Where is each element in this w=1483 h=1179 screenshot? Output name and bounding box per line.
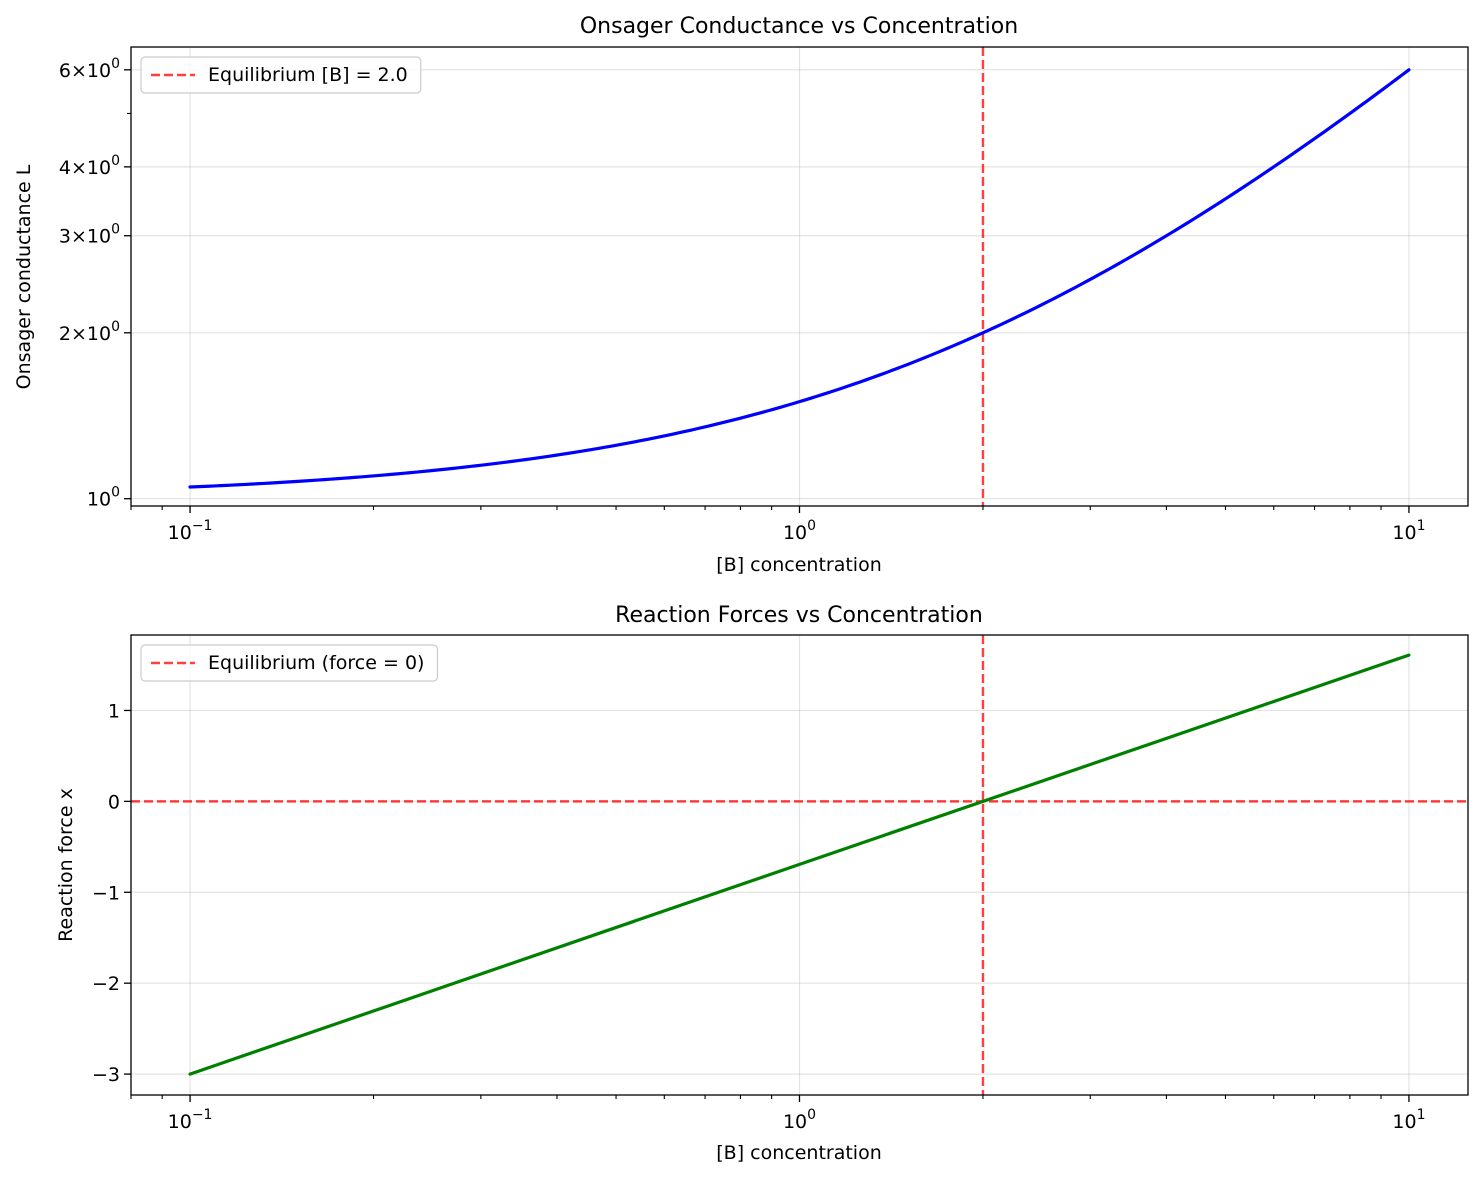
forces-y-tick-label: −2 <box>92 973 120 995</box>
forces-x-tick-exponent: 0 <box>807 1107 816 1123</box>
conductance-y-tick-label: 100 <box>87 485 120 511</box>
conductance-legend-label: Equilibrium [B] = 2.0 <box>208 64 408 86</box>
forces-x-tick-label: 10−1 <box>168 1107 213 1133</box>
conductance-x-tick-exponent: 0 <box>807 518 816 534</box>
conductance-y-tick-exponent: 0 <box>111 222 120 238</box>
conductance-x-tick-label: 10−1 <box>168 518 213 544</box>
conductance-plot-frame <box>130 46 1469 507</box>
conductance-x-tick-base: 10 <box>783 522 807 544</box>
conductance-y-tick-label: 6×100 <box>59 56 120 82</box>
conductance-y-tick-label: 2×100 <box>59 319 120 345</box>
forces-x-ticks: 10−1 100 101 <box>130 1095 1425 1133</box>
conductance-y-tick-base: 10 <box>87 157 111 179</box>
conductance-x-ticks: 10−1 100 101 <box>130 506 1425 544</box>
forces-plot-frame <box>130 634 1469 1096</box>
conductance-y-tick-base: 10 <box>87 226 111 248</box>
conductance-curve <box>188 68 1411 489</box>
forces-x-tick-base: 10 <box>168 1111 192 1133</box>
forces-x-tick-exponent: 1 <box>1417 1107 1426 1123</box>
forces-y-tick-label: 0 <box>108 791 120 813</box>
conductance-y-tick-prefix: 4× <box>59 157 87 179</box>
conductance-y-tick-exponent: 0 <box>111 153 120 169</box>
conductance-panel: Onsager Conductance vs Concentration [B]… <box>13 14 1469 576</box>
forces-title: Reaction Forces vs Concentration <box>615 603 983 628</box>
conductance-y-tick-exponent: 0 <box>111 319 120 335</box>
conductance-y-tick-exponent: 0 <box>111 485 120 501</box>
forces-x-tick-label: 101 <box>1392 1107 1425 1133</box>
conductance-y-tick-prefix: 6× <box>59 60 87 82</box>
conductance-xlabel: [B] concentration <box>716 554 882 576</box>
conductance-y-tick-exponent: 0 <box>111 56 120 72</box>
forces-curve <box>188 653 1411 1076</box>
forces-y-tick-label: −1 <box>92 882 120 904</box>
conductance-y-tick-prefix: 2× <box>59 323 87 345</box>
forces-x-tick-base: 10 <box>1392 1111 1416 1133</box>
conductance-series <box>188 68 1411 489</box>
conductance-x-tick-label: 100 <box>783 518 816 544</box>
conductance-y-tick-label: 3×100 <box>59 222 120 248</box>
conductance-x-tick-exponent: −1 <box>192 518 213 534</box>
forces-series <box>188 653 1411 1076</box>
forces-x-tick-exponent: −1 <box>192 1107 213 1123</box>
forces-ylabel: Reaction force x <box>55 788 77 942</box>
forces-y-tick-label: −3 <box>92 1064 120 1086</box>
conductance-x-tick-base: 10 <box>1392 522 1416 544</box>
conductance-y-tick-label: 4×100 <box>59 153 120 179</box>
forces-legend-label: Equilibrium (force = 0) <box>208 652 424 674</box>
conductance-x-tick-label: 101 <box>1392 518 1425 544</box>
forces-reference-lines <box>131 635 1468 1095</box>
forces-panel: Reaction Forces vs Concentration [B] con… <box>55 603 1469 1164</box>
conductance-x-tick-base: 10 <box>168 522 192 544</box>
conductance-legend: Equilibrium [B] = 2.0 <box>140 56 422 94</box>
forces-xlabel: [B] concentration <box>716 1142 882 1164</box>
conductance-y-tick-base: 10 <box>87 60 111 82</box>
forces-legend-box <box>140 644 439 682</box>
conductance-title: Onsager Conductance vs Concentration <box>580 14 1018 39</box>
conductance-x-tick-exponent: 1 <box>1417 518 1426 534</box>
conductance-legend-box <box>140 56 422 94</box>
forces-x-tick-base: 10 <box>783 1111 807 1133</box>
conductance-y-tick-base: 10 <box>87 489 111 511</box>
forces-y-ticks: −3 −2 −1 0 1 <box>92 700 131 1086</box>
conductance-ylabel: Onsager conductance L <box>13 164 35 389</box>
conductance-y-tick-prefix: 3× <box>59 226 87 248</box>
forces-x-tick-label: 100 <box>783 1107 816 1133</box>
conductance-y-tick-base: 10 <box>87 323 111 345</box>
forces-y-tick-label: 1 <box>108 700 120 722</box>
forces-legend: Equilibrium (force = 0) <box>140 644 439 682</box>
